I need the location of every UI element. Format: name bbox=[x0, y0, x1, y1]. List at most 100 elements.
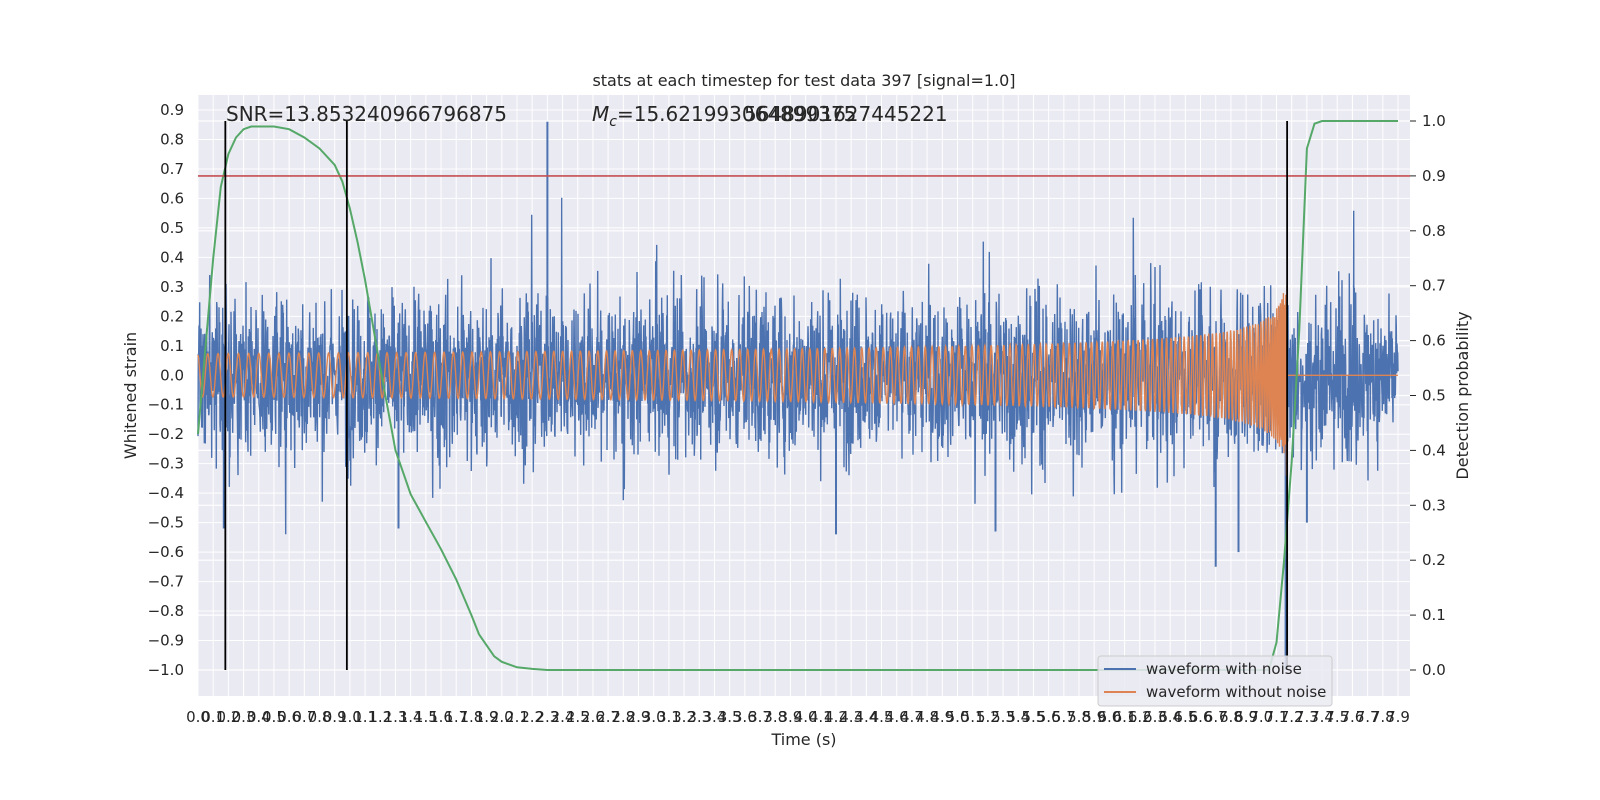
detection-probability-line bbox=[197, 120, 1398, 671]
clean-waveform-line bbox=[197, 286, 1398, 476]
x-tick-label: 1.3 bbox=[384, 708, 408, 726]
x-tick-label: 0.8 bbox=[308, 708, 332, 726]
x-tick-label: 3.7 bbox=[748, 708, 772, 726]
y-right-tick-label: 0.0 bbox=[1422, 661, 1446, 679]
y-left-tick-label: 0.8 bbox=[160, 130, 184, 148]
y-left-tick-label: 0.3 bbox=[160, 278, 184, 296]
y-axis-right-label: Detection probability bbox=[1453, 311, 1472, 479]
x-tick-label: 0.7 bbox=[292, 708, 316, 726]
x-tick-label: 6.9 bbox=[1234, 708, 1258, 726]
axes: 0.00.10.20.30.40.50.60.70.80.91.01.11.21… bbox=[148, 101, 1446, 726]
x-tick-label: 1.5 bbox=[414, 708, 438, 726]
x-tick-label: 4.2 bbox=[824, 708, 848, 726]
x-tick-label: 7.5 bbox=[1325, 708, 1349, 726]
x-tick-label: 6.8 bbox=[1219, 708, 1243, 726]
x-tick-label: 4.7 bbox=[900, 708, 924, 726]
x-tick-label: 1.4 bbox=[399, 708, 423, 726]
x-tick-label: 7.9 bbox=[1386, 708, 1410, 726]
x-tick-label: 7.2 bbox=[1280, 708, 1304, 726]
x-tick-label: 0.1 bbox=[201, 708, 225, 726]
snr-annotation: SNR=13.853240966796875 bbox=[226, 102, 507, 126]
x-tick-label: 3.3 bbox=[687, 708, 711, 726]
x-tick-label: 4.9 bbox=[930, 708, 954, 726]
x-tick-label: 3.4 bbox=[703, 708, 727, 726]
y-left-tick-label: 0.4 bbox=[160, 248, 184, 266]
y-left-tick-label: −0.4 bbox=[148, 484, 184, 502]
x-tick-label: 7.1 bbox=[1265, 708, 1289, 726]
x-tick-label: 7.8 bbox=[1371, 708, 1395, 726]
x-tick-label: 2.5 bbox=[566, 708, 590, 726]
x-tick-label: 7.7 bbox=[1356, 708, 1380, 726]
x-tick-label: 3.9 bbox=[778, 708, 802, 726]
x-tick-label: 7.4 bbox=[1310, 708, 1334, 726]
chirp-mass-subscript: c bbox=[609, 114, 617, 130]
chirp-mass-annotation: Mc=15.621993064899375 bbox=[592, 102, 856, 130]
x-tick-label: 5.4 bbox=[1006, 708, 1030, 726]
y-right-tick-label: 1.0 bbox=[1422, 112, 1446, 130]
y-axis-left-label: Whitened strain bbox=[121, 332, 140, 459]
x-tick-label: 7.0 bbox=[1249, 708, 1273, 726]
x-tick-label: 5.3 bbox=[991, 708, 1015, 726]
y-right-tick-label: 0.5 bbox=[1422, 387, 1446, 405]
x-tick-label: 5.5 bbox=[1022, 708, 1046, 726]
x-tick-label: 7.3 bbox=[1295, 708, 1319, 726]
x-tick-label: 0.9 bbox=[323, 708, 347, 726]
x-tick-label: 3.8 bbox=[763, 708, 787, 726]
x-tick-label: 6.4 bbox=[1158, 708, 1182, 726]
y-left-tick-label: −0.9 bbox=[148, 632, 184, 650]
overlay-layer bbox=[198, 121, 1410, 670]
x-tick-label: 1.7 bbox=[444, 708, 468, 726]
legend-box bbox=[1097, 655, 1333, 707]
x-tick-label: 5.6 bbox=[1037, 708, 1061, 726]
x-tick-label: 6.7 bbox=[1204, 708, 1228, 726]
legend-entry-noise: waveform with noise bbox=[1146, 660, 1302, 678]
x-tick-label: 2.2 bbox=[520, 708, 544, 726]
x-tick-label: 2.8 bbox=[611, 708, 635, 726]
y-left-tick-label: 0.5 bbox=[160, 219, 184, 237]
x-tick-label: 0.0 bbox=[186, 708, 210, 726]
x-tick-label: 3.5 bbox=[718, 708, 742, 726]
x-tick-label: 4.6 bbox=[885, 708, 909, 726]
chirp-mass-value: =15.621993064899375 bbox=[617, 102, 856, 126]
x-tick-label: 4.1 bbox=[809, 708, 833, 726]
x-tick-label: 1.9 bbox=[475, 708, 499, 726]
x-tick-label: 7.6 bbox=[1341, 708, 1365, 726]
y-right-tick-label: 0.4 bbox=[1422, 441, 1446, 459]
x-tick-label: 2.0 bbox=[490, 708, 514, 726]
x-tick-label: 1.2 bbox=[368, 708, 392, 726]
y-right-tick-label: 0.3 bbox=[1422, 496, 1446, 514]
x-tick-label: 6.6 bbox=[1189, 708, 1213, 726]
y-left-tick-label: −0.5 bbox=[148, 514, 184, 532]
x-tick-label: 0.6 bbox=[277, 708, 301, 726]
y-right-tick-label: 0.6 bbox=[1422, 332, 1446, 350]
x-tick-label: 5.8 bbox=[1067, 708, 1091, 726]
x-tick-label: 6.1 bbox=[1113, 708, 1137, 726]
x-tick-label: 0.3 bbox=[232, 708, 256, 726]
x-tick-label: 3.0 bbox=[642, 708, 666, 726]
chart-title: stats at each timestep for test data 397… bbox=[592, 71, 1015, 90]
x-tick-label: 6.2 bbox=[1128, 708, 1152, 726]
y-left-tick-label: −0.1 bbox=[148, 396, 184, 414]
y-left-tick-label: 0.6 bbox=[160, 189, 184, 207]
legend-entry-clean: waveform without noise bbox=[1146, 683, 1326, 701]
y-right-tick-label: 0.1 bbox=[1422, 606, 1446, 624]
x-tick-label: 4.3 bbox=[839, 708, 863, 726]
x-tick-label: 1.0 bbox=[338, 708, 362, 726]
x-tick-label: 4.4 bbox=[854, 708, 878, 726]
x-tick-label: 3.2 bbox=[672, 708, 696, 726]
y-left-tick-label: −1.0 bbox=[148, 661, 184, 679]
x-tick-label: 2.3 bbox=[535, 708, 559, 726]
x-tick-label: 2.6 bbox=[581, 708, 605, 726]
series-layer bbox=[197, 120, 1399, 671]
x-tick-label: 0.4 bbox=[247, 708, 271, 726]
x-tick-label: 2.9 bbox=[627, 708, 651, 726]
x-tick-label: 0.5 bbox=[262, 708, 286, 726]
x-tick-label: 1.8 bbox=[459, 708, 483, 726]
y-left-tick-label: −0.6 bbox=[148, 543, 184, 561]
x-tick-label: 3.1 bbox=[657, 708, 681, 726]
x-tick-label: 6.3 bbox=[1143, 708, 1167, 726]
x-tick-label: 4.8 bbox=[915, 708, 939, 726]
y-left-tick-label: −0.2 bbox=[148, 425, 184, 443]
x-tick-label: 0.2 bbox=[216, 708, 240, 726]
